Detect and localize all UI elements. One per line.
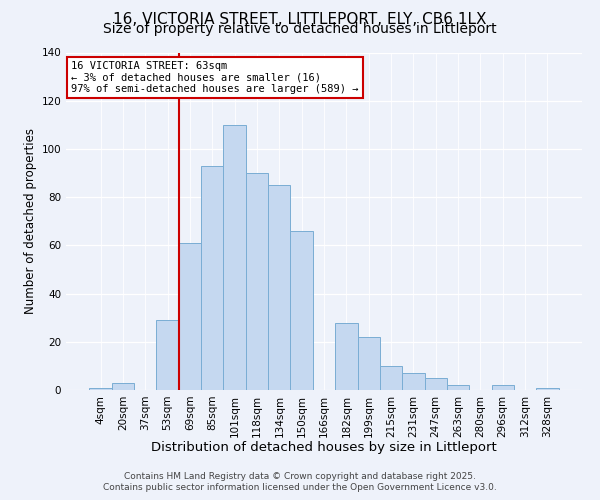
Bar [89, 388, 112, 390]
Y-axis label: Number of detached properties: Number of detached properties [24, 128, 37, 314]
Text: Size of property relative to detached houses in Littleport: Size of property relative to detached ho… [103, 22, 497, 36]
Bar [402, 373, 425, 390]
Text: Contains HM Land Registry data © Crown copyright and database right 2025.
Contai: Contains HM Land Registry data © Crown c… [103, 472, 497, 492]
Bar [179, 243, 201, 390]
Bar [268, 185, 290, 390]
Bar [201, 166, 223, 390]
Bar [491, 385, 514, 390]
X-axis label: Distribution of detached houses by size in Littleport: Distribution of detached houses by size … [151, 441, 497, 454]
Bar [425, 378, 447, 390]
Bar [246, 173, 268, 390]
Bar [536, 388, 559, 390]
Bar [157, 320, 179, 390]
Text: 16 VICTORIA STREET: 63sqm
← 3% of detached houses are smaller (16)
97% of semi-d: 16 VICTORIA STREET: 63sqm ← 3% of detach… [71, 61, 359, 94]
Bar [447, 385, 469, 390]
Text: 16, VICTORIA STREET, LITTLEPORT, ELY, CB6 1LX: 16, VICTORIA STREET, LITTLEPORT, ELY, CB… [113, 12, 487, 28]
Bar [223, 125, 246, 390]
Bar [112, 383, 134, 390]
Bar [290, 231, 313, 390]
Bar [380, 366, 402, 390]
Bar [335, 322, 358, 390]
Bar [358, 337, 380, 390]
